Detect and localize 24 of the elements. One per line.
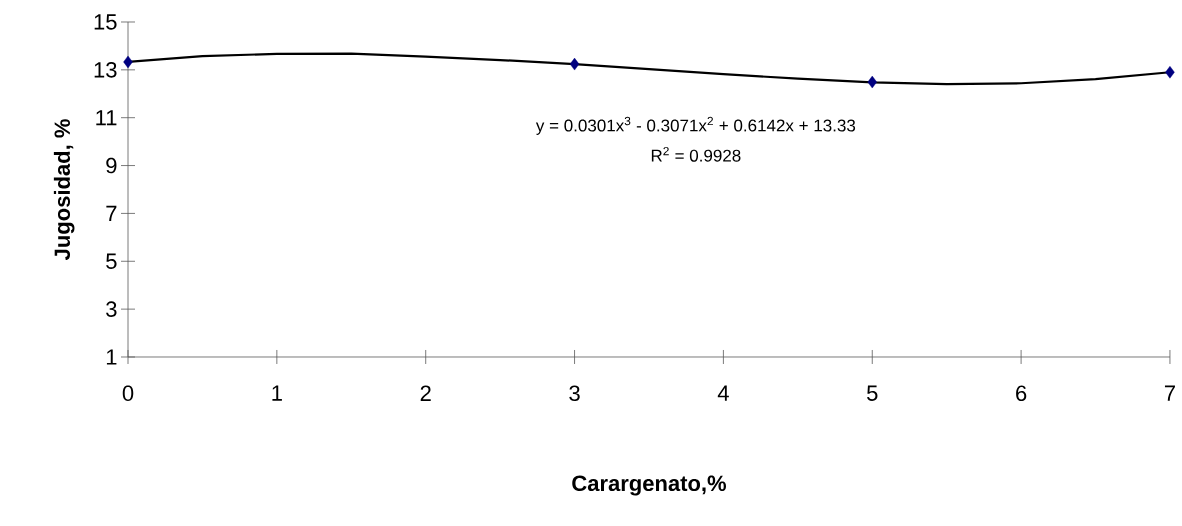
y-tick-label: 13	[94, 62, 117, 78]
y-tick-label: 15	[94, 14, 117, 30]
y-tick-label: 3	[106, 301, 117, 317]
x-tick-label: 0	[122, 385, 134, 402]
y-tick-label: 11	[96, 110, 117, 126]
annotation: y = 0.0301x$^{3}$ - 0.3071x$^{2}$ + 0.6142x + 13.33	[535, 116, 856, 135]
point	[1165, 66, 1175, 79]
x-axis-title: Carargenato,%	[572, 475, 727, 496]
annotation: R$^{2}$ = 0.9928	[651, 146, 741, 162]
y-tick-label: 9	[106, 157, 117, 174]
y-axis-title: Jugosidad, %	[53, 119, 75, 261]
point	[123, 55, 133, 69]
y-tick-label: 1	[106, 349, 117, 365]
x-tick-label: 3	[569, 385, 580, 402]
y-tick-label: 5	[106, 253, 117, 269]
point	[569, 57, 580, 71]
x-tick-label: 4	[717, 385, 729, 401]
x-tick-label: 1	[272, 385, 282, 401]
x-tick-label: 6	[1016, 385, 1027, 402]
y-tick-label: 7	[106, 205, 117, 221]
point	[867, 75, 877, 89]
x-tick-label: 2	[420, 385, 431, 401]
x-tick-label: 5	[867, 385, 878, 401]
x-tick-label: 7	[1164, 385, 1175, 401]
